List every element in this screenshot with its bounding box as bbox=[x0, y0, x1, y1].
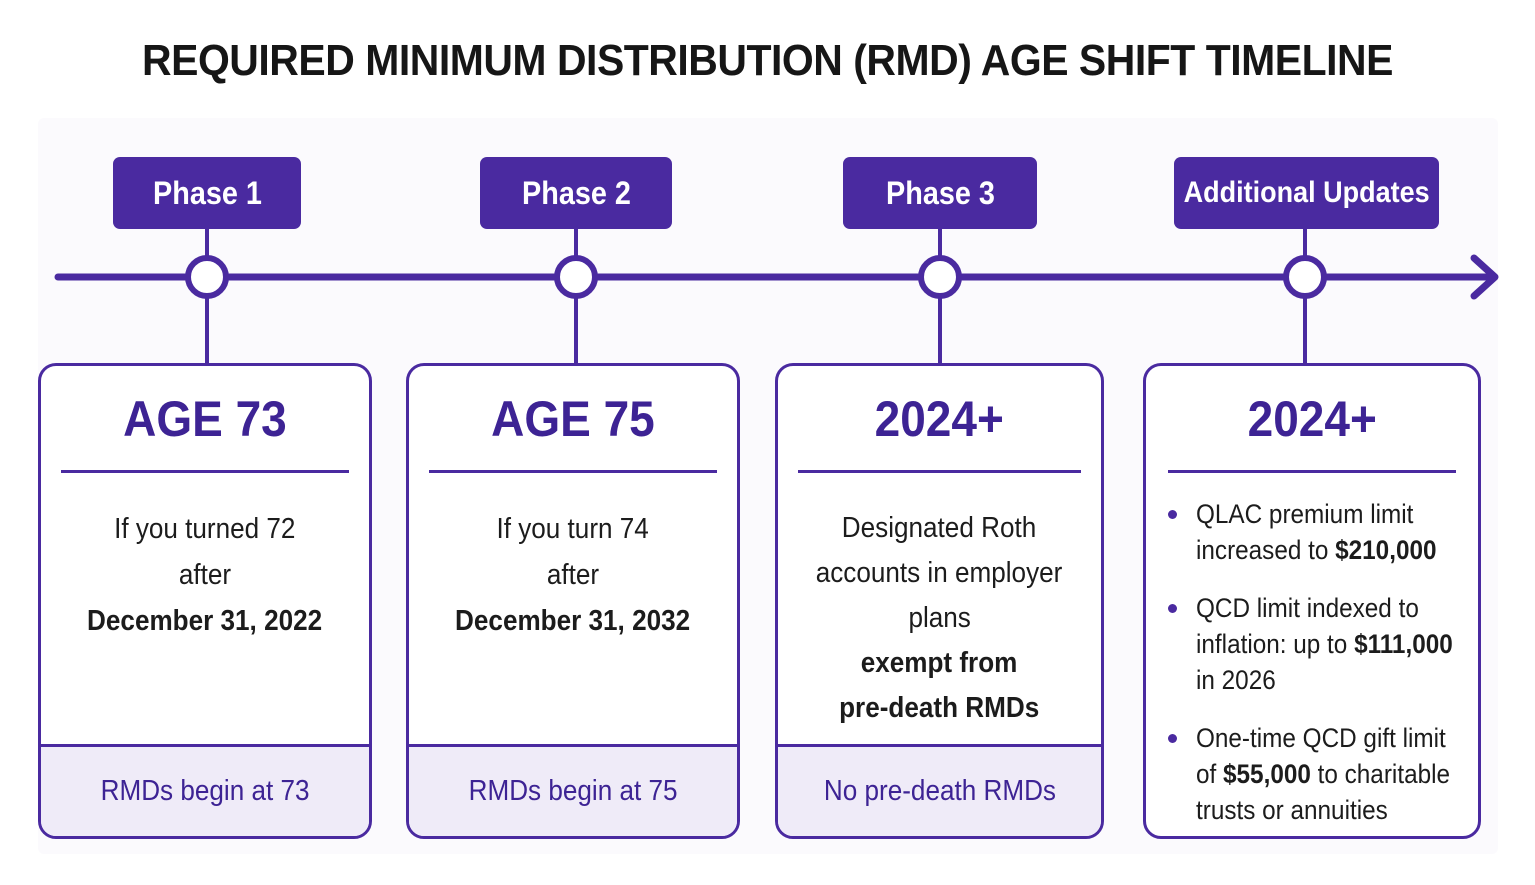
phase-1-label: Phase 1 bbox=[113, 157, 301, 229]
card-body: If you turn 74 after December 31, 2032 bbox=[419, 506, 727, 644]
bullet-dot-icon bbox=[1168, 734, 1177, 743]
bullet-list: QLAC premium limit increased to $210,000… bbox=[1164, 496, 1470, 836]
bullet-line: QLAC premium limit bbox=[1196, 499, 1414, 529]
body-line-bold: pre-death RMDs bbox=[839, 692, 1040, 724]
bullet-line: in 2026 bbox=[1196, 665, 1276, 695]
body-line: after bbox=[546, 559, 600, 591]
bullet-line: trusts or annuities bbox=[1196, 795, 1388, 825]
card-footer: No pre-death RMDs bbox=[778, 744, 1101, 836]
body-line-bold: exempt from bbox=[861, 647, 1018, 679]
card-phase-3: 2024+ Designated Roth accounts in employ… bbox=[775, 363, 1104, 839]
arrow-right-icon bbox=[1470, 254, 1499, 300]
phase-2-label: Phase 2 bbox=[480, 157, 672, 229]
card-phase-1: AGE 73 If you turned 72 after December 3… bbox=[38, 363, 372, 839]
card-footer: RMDs begin at 75 bbox=[409, 744, 737, 836]
body-line: If you turned 72 bbox=[114, 513, 296, 545]
bullet-line: of $55,000 to charitable bbox=[1196, 759, 1451, 789]
bullet-dot-icon bbox=[1168, 510, 1177, 519]
ring-node-icon bbox=[185, 255, 229, 299]
page-title: REQUIRED MINIMUM DISTRIBUTION (RMD) AGE … bbox=[142, 36, 1393, 85]
bullet-line: increased to $210,000 bbox=[1196, 535, 1437, 565]
bullet-dot-icon bbox=[1168, 604, 1177, 613]
card-heading: AGE 75 bbox=[491, 391, 655, 447]
body-line: accounts in employer bbox=[816, 557, 1063, 589]
divider bbox=[1168, 470, 1456, 473]
body-line: Designated Roth bbox=[842, 512, 1037, 544]
card-phase-2: AGE 75 If you turn 74 after December 31,… bbox=[406, 363, 740, 839]
bullet-line: QCD limit indexed to bbox=[1196, 593, 1419, 623]
phase-3-label: Phase 3 bbox=[843, 157, 1037, 229]
body-line-bold: December 31, 2022 bbox=[87, 605, 323, 637]
bullet-item-qcd-gift: One-time QCD gift limit of $55,000 to ch… bbox=[1164, 720, 1470, 828]
body-line: If you turn 74 bbox=[496, 513, 650, 545]
divider bbox=[429, 470, 717, 473]
card-body: If you turned 72 after December 31, 2022 bbox=[51, 506, 359, 644]
ring-node-icon bbox=[918, 255, 962, 299]
bullet-item-qlac: QLAC premium limit increased to $210,000 bbox=[1164, 496, 1470, 568]
body-line-bold: December 31, 2032 bbox=[455, 605, 691, 637]
ring-node-icon bbox=[1283, 255, 1327, 299]
card-footer: RMDs begin at 73 bbox=[41, 744, 369, 836]
card-heading: AGE 73 bbox=[123, 391, 287, 447]
body-line: after bbox=[178, 559, 232, 591]
divider bbox=[61, 470, 349, 473]
card-body: Designated Roth accounts in employer pla… bbox=[788, 506, 1091, 731]
divider bbox=[798, 470, 1081, 473]
card-heading: 2024+ bbox=[1247, 391, 1377, 447]
card-heading: 2024+ bbox=[874, 391, 1005, 447]
card-additional-updates: 2024+ QLAC premium limit increased to $2… bbox=[1143, 363, 1481, 839]
bullet-line: One-time QCD gift limit bbox=[1196, 723, 1446, 753]
additional-updates-label: Additional Updates bbox=[1174, 157, 1439, 229]
ring-node-icon bbox=[554, 255, 598, 299]
body-line: plans bbox=[908, 602, 971, 634]
bullet-item-qcd-limit: QCD limit indexed to inflation: up to $1… bbox=[1164, 590, 1470, 698]
bullet-line: inflation: up to $111,000 bbox=[1196, 629, 1453, 659]
